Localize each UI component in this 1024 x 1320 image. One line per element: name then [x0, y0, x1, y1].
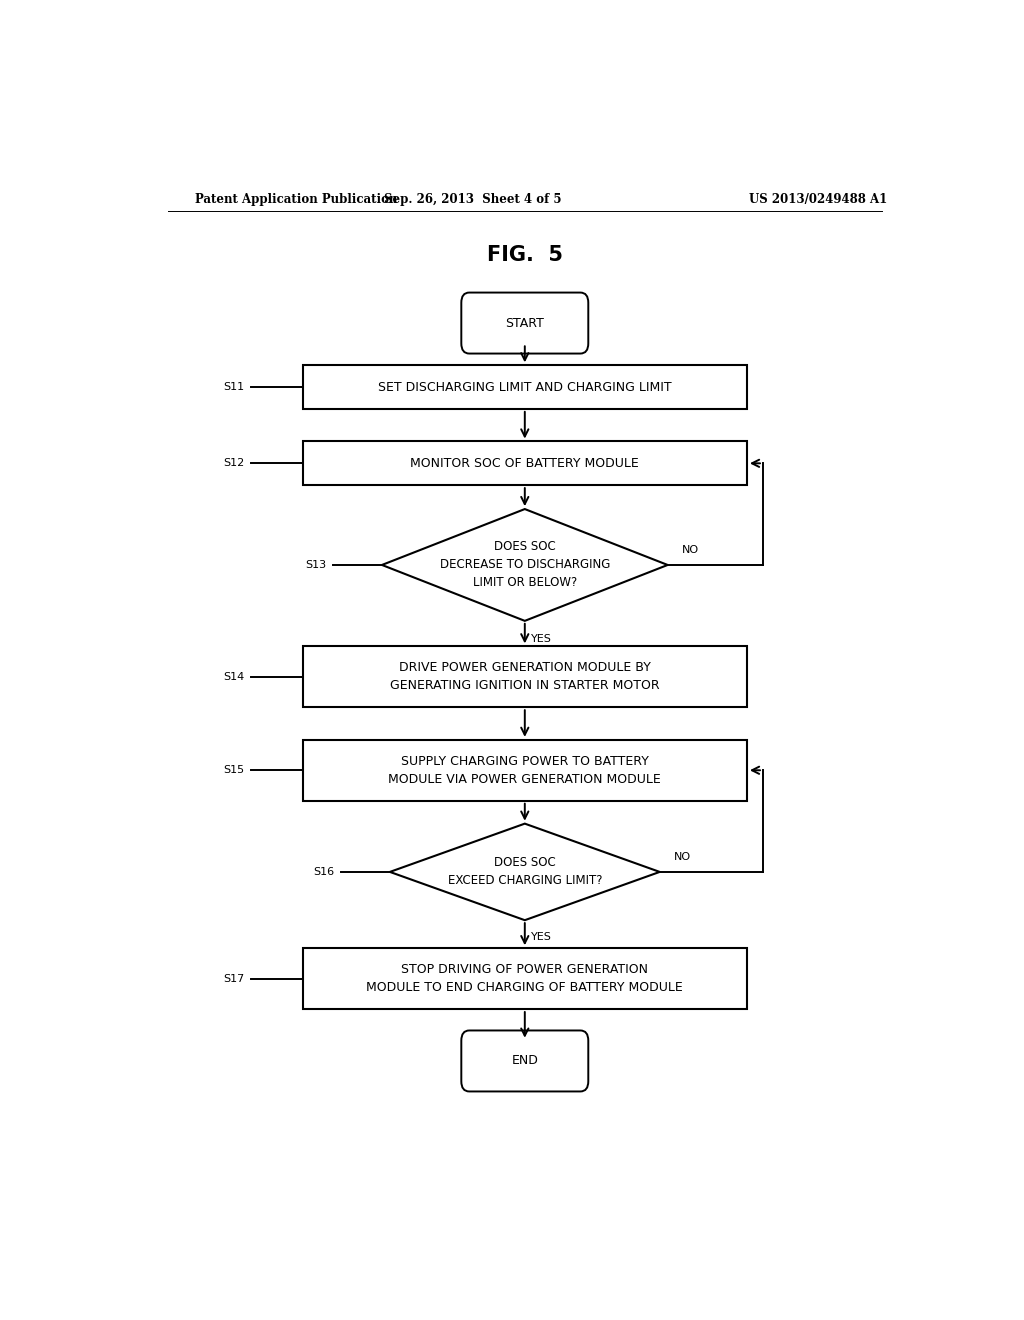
- Text: SUPPLY CHARGING POWER TO BATTERY
MODULE VIA POWER GENERATION MODULE: SUPPLY CHARGING POWER TO BATTERY MODULE …: [388, 755, 662, 785]
- Text: SET DISCHARGING LIMIT AND CHARGING LIMIT: SET DISCHARGING LIMIT AND CHARGING LIMIT: [378, 380, 672, 393]
- Text: S11: S11: [223, 381, 245, 392]
- Text: DOES SOC
EXCEED CHARGING LIMIT?: DOES SOC EXCEED CHARGING LIMIT?: [447, 857, 602, 887]
- Polygon shape: [382, 510, 668, 620]
- Text: S14: S14: [223, 672, 245, 681]
- Text: S17: S17: [223, 974, 245, 983]
- Text: YES: YES: [531, 634, 552, 644]
- Text: S15: S15: [223, 766, 245, 775]
- Text: STOP DRIVING OF POWER GENERATION
MODULE TO END CHARGING OF BATTERY MODULE: STOP DRIVING OF POWER GENERATION MODULE …: [367, 964, 683, 994]
- Text: DRIVE POWER GENERATION MODULE BY
GENERATING IGNITION IN STARTER MOTOR: DRIVE POWER GENERATION MODULE BY GENERAT…: [390, 661, 659, 692]
- Polygon shape: [390, 824, 659, 920]
- Text: MONITOR SOC OF BATTERY MODULE: MONITOR SOC OF BATTERY MODULE: [411, 457, 639, 470]
- Bar: [303, 366, 748, 409]
- Text: Patent Application Publication: Patent Application Publication: [196, 193, 398, 206]
- Text: DOES SOC
DECREASE TO DISCHARGING
LIMIT OR BELOW?: DOES SOC DECREASE TO DISCHARGING LIMIT O…: [439, 540, 610, 590]
- Text: Sep. 26, 2013  Sheet 4 of 5: Sep. 26, 2013 Sheet 4 of 5: [384, 193, 562, 206]
- FancyBboxPatch shape: [461, 293, 588, 354]
- Bar: [303, 441, 748, 486]
- Text: NO: NO: [682, 545, 699, 554]
- Text: S13: S13: [305, 560, 327, 570]
- Text: US 2013/0249488 A1: US 2013/0249488 A1: [750, 193, 888, 206]
- Text: END: END: [511, 1055, 539, 1068]
- Bar: [303, 647, 748, 708]
- Bar: [303, 948, 748, 1008]
- Text: START: START: [506, 317, 544, 330]
- Bar: [303, 739, 748, 801]
- FancyBboxPatch shape: [461, 1031, 588, 1092]
- Text: S12: S12: [223, 458, 245, 469]
- Text: NO: NO: [674, 851, 691, 862]
- Text: S16: S16: [313, 867, 334, 876]
- Text: YES: YES: [531, 932, 552, 942]
- Text: FIG.  5: FIG. 5: [486, 246, 563, 265]
